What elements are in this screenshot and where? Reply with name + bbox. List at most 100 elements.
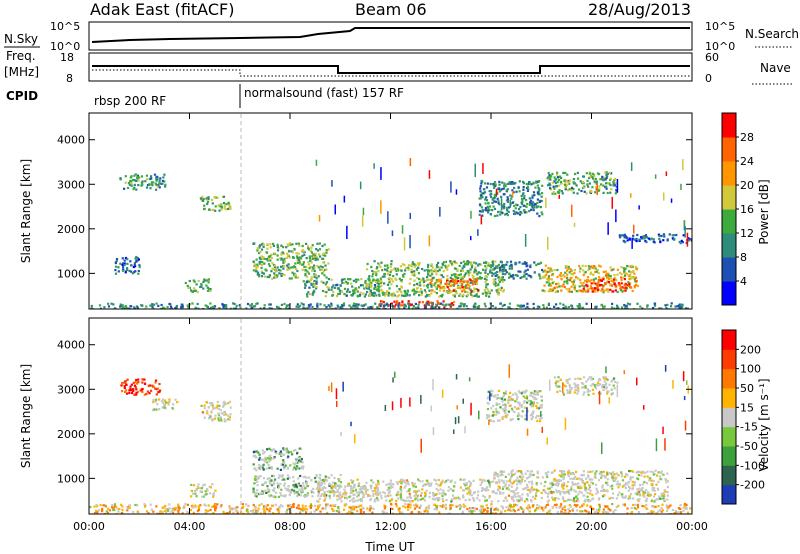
velocity-cell xyxy=(320,493,323,496)
velocity-cell xyxy=(268,494,271,497)
velocity-cell xyxy=(373,489,376,492)
power-cell xyxy=(570,186,574,189)
power-cell xyxy=(272,244,275,247)
velocity-cell xyxy=(528,473,531,476)
velocity-cell xyxy=(515,479,518,482)
power-cell xyxy=(408,294,411,297)
power-cell xyxy=(269,259,272,262)
velocity-cell xyxy=(528,481,531,484)
velocity-cell xyxy=(154,379,158,382)
velocity-cell xyxy=(416,497,419,500)
velocity-cell xyxy=(586,491,589,495)
power-cell xyxy=(589,287,592,290)
velocity-cell xyxy=(451,499,454,502)
velocity-cell xyxy=(524,472,527,475)
power-cell xyxy=(319,268,322,271)
power-cell xyxy=(193,287,196,290)
power-cell xyxy=(464,261,467,264)
velocity-cell xyxy=(217,412,221,415)
velocity-cell xyxy=(333,485,336,488)
velocity-cell xyxy=(135,391,138,394)
power-cell xyxy=(163,173,166,176)
power-cell xyxy=(330,302,333,305)
velocity-cell xyxy=(584,498,587,501)
power-cell xyxy=(417,303,420,306)
power-cell xyxy=(527,307,530,309)
velocity-cell xyxy=(548,491,551,494)
power-cell xyxy=(469,288,472,291)
velocity-cell xyxy=(280,453,283,456)
power-cell xyxy=(555,185,558,188)
velocity-cell xyxy=(370,479,373,482)
power-cell xyxy=(222,306,225,309)
power-cell xyxy=(660,307,663,309)
power-cell xyxy=(386,266,389,269)
power-cell xyxy=(260,255,263,258)
power-cell xyxy=(303,286,307,289)
power-cell xyxy=(668,233,671,236)
power-cell xyxy=(529,264,532,267)
velocity-cell xyxy=(465,481,468,485)
velocity-cell xyxy=(269,482,272,485)
power-cell xyxy=(462,304,466,307)
power-cell xyxy=(140,184,143,187)
velocity-cell xyxy=(508,404,511,407)
power-cell xyxy=(597,272,600,275)
velocity-cell xyxy=(496,489,499,492)
velocity-cell xyxy=(329,504,332,507)
velocity-cell xyxy=(597,384,600,387)
power-cell xyxy=(539,206,542,209)
velocity-cell xyxy=(532,473,535,476)
velocity-cell xyxy=(587,474,590,477)
velocity-cell xyxy=(209,486,212,489)
power-cell xyxy=(394,303,398,306)
power-cell xyxy=(590,282,593,285)
power-cell xyxy=(161,179,164,182)
velocity-cell xyxy=(200,490,203,493)
power-cell xyxy=(199,197,203,200)
power-cell xyxy=(277,306,280,309)
power-cell xyxy=(625,304,628,308)
power-cell xyxy=(354,304,357,307)
power-cell xyxy=(617,282,620,285)
power-cell xyxy=(200,285,203,288)
power-cell xyxy=(510,181,514,184)
power-cell xyxy=(492,205,495,208)
velocity-cell xyxy=(577,482,580,485)
velocity-cell xyxy=(296,495,299,498)
power-cell xyxy=(350,282,353,285)
velocity-cell xyxy=(583,391,586,394)
velocity-cell xyxy=(356,478,359,481)
power-cell xyxy=(313,279,316,283)
velocity-cell xyxy=(552,498,555,501)
power-cell xyxy=(308,267,311,270)
power-cell xyxy=(451,283,454,287)
power-cell xyxy=(395,269,398,272)
power-cell xyxy=(471,280,474,283)
power-cell xyxy=(473,288,476,291)
velocity-cell xyxy=(320,479,323,482)
velocity-cell xyxy=(494,472,497,475)
cpid-label: CPID xyxy=(6,89,38,103)
power-cell xyxy=(573,288,576,291)
velocity-cell xyxy=(263,508,266,512)
power-cell xyxy=(618,283,621,286)
power-cell xyxy=(586,280,589,283)
power-cell xyxy=(371,292,374,295)
velocity-cell xyxy=(476,494,480,497)
velocity-cell xyxy=(528,475,531,478)
power-cell xyxy=(474,302,477,305)
power-cell xyxy=(564,188,567,191)
power-cell xyxy=(126,268,129,271)
power-cell xyxy=(462,293,465,296)
velocity-cell xyxy=(653,500,656,503)
velocity-cell xyxy=(563,473,567,476)
velocity-cell xyxy=(638,470,641,473)
power-cell xyxy=(346,288,350,291)
velocity-cell xyxy=(154,400,157,403)
power-cell xyxy=(478,213,481,216)
velocity-cell xyxy=(612,471,615,474)
power-cell xyxy=(575,184,578,187)
power-cell xyxy=(145,174,148,177)
